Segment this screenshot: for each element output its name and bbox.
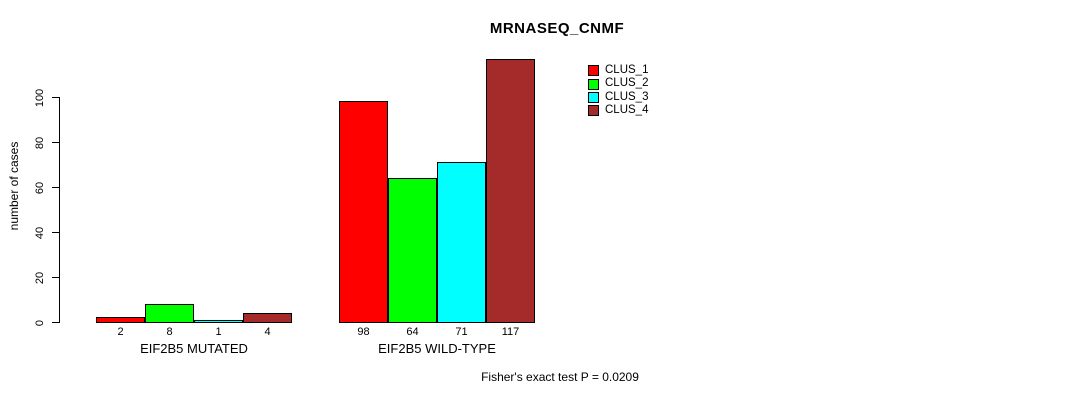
legend-label: CLUS_1 [605, 64, 649, 76]
x-category-label: EIF2B5 WILD-TYPE [378, 341, 496, 356]
bar-value-label: 8 [166, 326, 173, 338]
y-tick-mark [52, 232, 59, 233]
bar-clus_1-group2 [339, 101, 388, 323]
y-tick-mark [52, 97, 59, 98]
y-axis-line [59, 97, 60, 323]
bar-value-label: 71 [455, 326, 468, 338]
bar-clus_3-group1 [194, 320, 243, 323]
legend-row-clus_2: CLUS_2 [588, 77, 648, 90]
bar-clus_2-group2 [388, 178, 437, 323]
y-tick-label: 20 [34, 271, 46, 284]
y-tick-label: 40 [34, 226, 46, 239]
bar-value-label: 64 [406, 326, 419, 338]
y-tick-label: 100 [34, 88, 46, 107]
bar-clus_2-group1 [145, 304, 194, 323]
chart-title: MRNASEQ_CNMF [489, 20, 625, 37]
y-tick-mark [52, 322, 59, 323]
legend-swatch-icon [588, 78, 599, 90]
bar-value-label: 1 [215, 326, 222, 338]
legend-label: CLUS_3 [605, 90, 649, 103]
bar-value-label: 2 [117, 326, 124, 338]
y-tick-mark [52, 277, 59, 278]
y-tick-mark [52, 187, 59, 188]
bar-value-label: 4 [264, 326, 271, 338]
bar-clus_4-group1 [243, 313, 292, 323]
legend-swatch-icon [588, 105, 599, 117]
bar-clus_1-group1 [96, 317, 145, 323]
x-category-label: EIF2B5 MUTATED [140, 341, 248, 356]
legend-swatch-icon [588, 91, 599, 103]
bar-value-label: 98 [357, 326, 370, 338]
y-tick-label: 0 [34, 319, 46, 326]
legend-label: CLUS_2 [605, 77, 649, 90]
fisher-test-annotation: Fisher's exact test P = 0.0209 [481, 370, 639, 384]
legend: CLUS_1 CLUS_2 CLUS_3 CLUS_4 [588, 64, 648, 118]
y-tick-label: 80 [34, 136, 46, 149]
legend-row-clus_1: CLUS_1 [588, 64, 648, 77]
legend-swatch-icon [588, 65, 599, 77]
bar-clus_3-group2 [437, 162, 486, 323]
bar-value-label: 117 [501, 326, 520, 338]
y-tick-mark [52, 142, 59, 143]
bar-clus_4-group2 [486, 59, 535, 323]
legend-label: CLUS_4 [605, 104, 649, 117]
legend-row-clus_3: CLUS_3 [588, 91, 648, 104]
y-tick-label: 60 [34, 181, 46, 194]
legend-row-clus_4: CLUS_4 [588, 104, 648, 117]
